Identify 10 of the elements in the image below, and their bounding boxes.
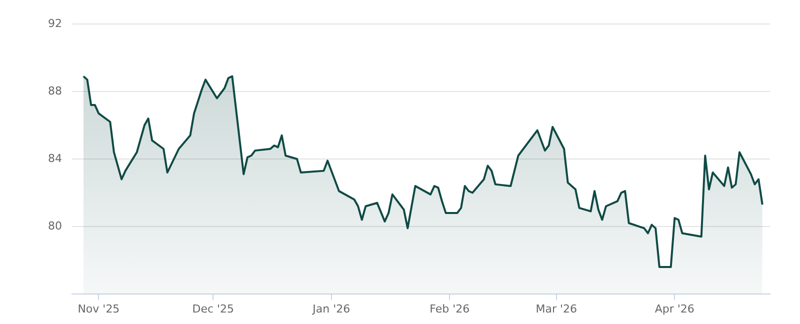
x-tick-label: Apr '26 (654, 302, 694, 316)
y-tick-label: 84 (48, 152, 62, 165)
y-tick-label: 92 (48, 16, 62, 30)
x-tick-label: Jan '26 (312, 302, 350, 316)
y-tick-label: 80 (48, 219, 62, 232)
x-tick-label: Mar '26 (536, 302, 578, 316)
x-tick-label: Dec '25 (192, 302, 234, 316)
x-tick-label: Nov '25 (78, 302, 120, 316)
y-tick-label: 88 (48, 84, 62, 98)
x-tick-label: Feb '26 (430, 302, 470, 316)
